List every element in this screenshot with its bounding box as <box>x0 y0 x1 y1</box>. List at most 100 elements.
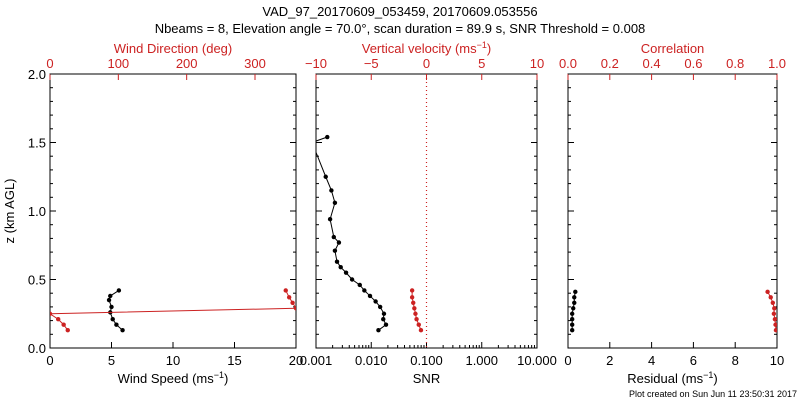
bottom-axis-label-superscript: −1 <box>214 370 224 380</box>
bottom-tick-label: 6 <box>690 353 697 368</box>
data-point <box>110 317 115 322</box>
bottom-tick-label: 20 <box>289 353 303 368</box>
bottom-tick-label: 2 <box>606 353 613 368</box>
data-point <box>412 306 417 311</box>
data-point <box>569 327 575 333</box>
bottom-tick-label: 1.000 <box>465 353 498 368</box>
data-point <box>332 200 338 205</box>
top-tick-label: 0.0 <box>559 56 577 71</box>
bottom-tick-label: 0 <box>46 353 53 368</box>
data-point <box>572 295 577 300</box>
top-tick-label: 200 <box>176 56 198 71</box>
bottom-tick-label: 0.010 <box>355 353 388 368</box>
panel-middle: 0.001 0.010 0.100 1.000 10.000 SNR −10 −5 0 5 10 Ve… <box>300 40 557 386</box>
data-point <box>349 277 355 282</box>
data-point <box>409 288 415 293</box>
top-tick-label: 10 <box>530 56 544 71</box>
top-tick-label: −5 <box>364 56 379 71</box>
data-point <box>770 300 776 305</box>
data-point <box>325 134 330 140</box>
bottom-tick-label: 15 <box>227 353 241 368</box>
data-point <box>569 311 575 316</box>
data-point <box>338 264 343 270</box>
data-point <box>357 282 362 288</box>
data-point <box>413 311 418 316</box>
panel-left: 0 5 10 15 20 Wind Speed (ms−1) 0 100 200 300 Wind … <box>2 41 303 386</box>
top-tick-label: 0 <box>46 56 53 71</box>
y-tick-label: 0.0 <box>28 341 46 356</box>
data-point <box>772 306 777 311</box>
bottom-axis-label: Wind Speed (ms−1) <box>118 370 229 386</box>
data-point <box>571 306 576 311</box>
data-point <box>572 300 577 305</box>
data-point <box>108 293 113 299</box>
data-point <box>409 295 415 300</box>
data-point <box>310 140 314 144</box>
data-point <box>381 317 386 322</box>
series-residual <box>569 289 578 333</box>
top-tick-label: −10 <box>305 56 327 71</box>
data-point <box>376 327 381 333</box>
series-line <box>50 290 296 331</box>
data-point <box>411 300 416 305</box>
top-tick-label: 5 <box>478 56 485 71</box>
data-point <box>381 311 387 316</box>
y-tick-label: 1.5 <box>28 136 46 151</box>
data-point <box>377 304 383 310</box>
data-point <box>362 288 367 293</box>
data-point <box>286 295 292 300</box>
data-point <box>416 322 421 327</box>
data-point <box>573 289 578 295</box>
data-point <box>569 317 575 322</box>
panel-right: 0 2 4 6 8 10 Residual (ms−1) 0.0 0.2 0.4 0.6 0.8 1.0… <box>559 41 786 386</box>
data-point <box>331 234 337 240</box>
data-point <box>383 322 389 327</box>
bottom-axis-label: Residual (ms−1) <box>627 370 717 386</box>
data-point <box>373 299 378 304</box>
bottom-axis-label-superscript: −1 <box>703 370 713 380</box>
data-point <box>329 188 334 193</box>
data-point <box>293 306 296 311</box>
series-line <box>316 136 387 331</box>
y-tick-label: 0.5 <box>28 273 46 288</box>
top-tick-label: 300 <box>244 56 266 71</box>
bottom-tick-label: 0.100 <box>410 353 443 368</box>
top-tick-label: 100 <box>107 56 129 71</box>
plot-created-footer: Plot created on Sun Jun 11 23:50:31 2017 <box>629 389 797 399</box>
bottom-axis-label: SNR <box>413 371 440 386</box>
data-point <box>114 322 119 327</box>
series-snr <box>310 134 389 333</box>
panel-frame <box>567 73 778 349</box>
data-point <box>414 317 419 322</box>
data-point <box>290 300 295 305</box>
data-point <box>50 311 53 316</box>
data-point <box>773 327 777 333</box>
top-tick-label: 0.8 <box>726 56 744 71</box>
series-vertical-velocity <box>409 288 424 333</box>
data-point <box>109 304 114 310</box>
y-tick-label: 2.0 <box>28 67 46 82</box>
data-point <box>61 322 66 327</box>
data-point <box>334 259 340 264</box>
data-point <box>418 327 424 333</box>
bottom-tick-label: 10 <box>166 353 180 368</box>
data-point <box>765 289 770 295</box>
data-point <box>771 311 777 316</box>
bottom-tick-label: 8 <box>732 353 739 368</box>
y-axis-label: z (km AGL) <box>2 178 17 243</box>
data-point <box>106 297 112 303</box>
bottom-tick-label: 0.001 <box>300 353 333 368</box>
series-correlation <box>765 289 777 333</box>
data-point <box>283 288 288 293</box>
bottom-tick-label: 0 <box>564 353 571 368</box>
data-point <box>332 248 338 253</box>
top-tick-label: 0.4 <box>643 56 661 71</box>
series-wind-direction <box>50 288 296 333</box>
data-point <box>120 327 125 333</box>
top-tick-label: 0.6 <box>684 56 702 71</box>
figure-subtitle: Nbeams = 8, Elevation angle = 70.0°, sca… <box>155 21 646 36</box>
top-axis-label: Vertical velocity (ms−1) <box>362 40 491 56</box>
data-point <box>336 240 342 245</box>
bottom-tick-label: 10 <box>770 353 784 368</box>
